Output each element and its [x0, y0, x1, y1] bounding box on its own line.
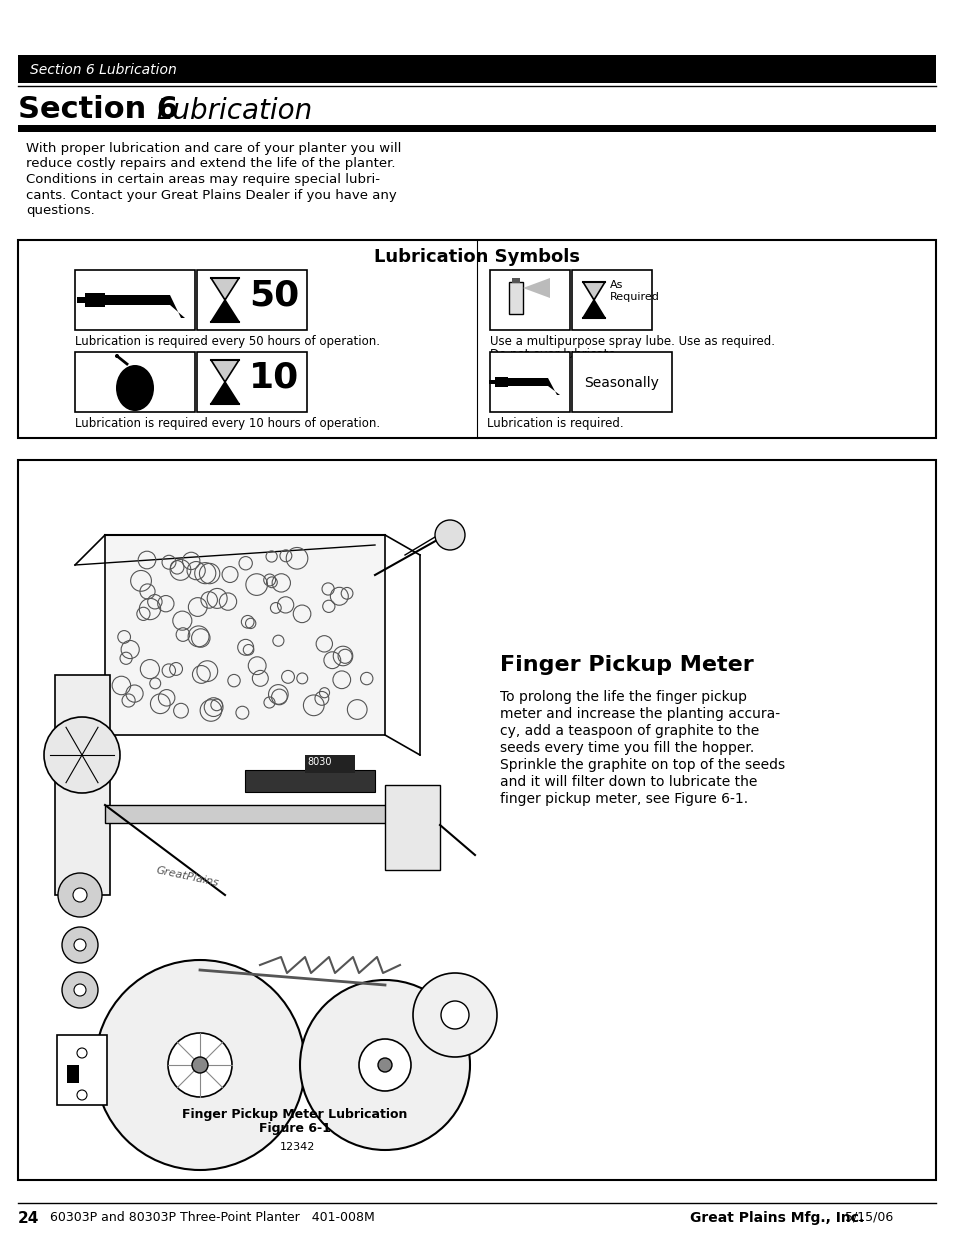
Text: As
Required: As Required: [609, 280, 659, 303]
Text: To prolong the life the finger pickup: To prolong the life the finger pickup: [499, 690, 746, 704]
Text: Finger Pickup Meter: Finger Pickup Meter: [499, 655, 753, 676]
Bar: [75, 352, 194, 412]
Circle shape: [192, 1057, 208, 1073]
Bar: [18, 240, 935, 438]
Text: Seasonally: Seasonally: [584, 375, 659, 390]
Text: Great Plains Mfg., Inc.: Great Plains Mfg., Inc.: [689, 1212, 863, 1225]
Bar: [305, 755, 355, 773]
Circle shape: [44, 718, 120, 793]
Text: 60303P and 80303P Three-Point Planter   401-008M: 60303P and 80303P Three-Point Planter 40…: [50, 1212, 375, 1224]
Circle shape: [74, 939, 86, 951]
Circle shape: [74, 984, 86, 995]
Text: 10: 10: [249, 359, 299, 394]
Text: Section 6 Lubrication: Section 6 Lubrication: [30, 63, 176, 77]
Bar: [57, 1035, 107, 1105]
Bar: [75, 270, 194, 330]
Polygon shape: [211, 382, 239, 404]
Text: Lubrication is required every 50 hours of operation.: Lubrication is required every 50 hours o…: [75, 335, 379, 348]
Text: GreatPlains: GreatPlains: [154, 864, 219, 888]
Circle shape: [413, 973, 497, 1057]
Circle shape: [299, 981, 470, 1150]
Text: and it will filter down to lubricate the: and it will filter down to lubricate the: [499, 776, 757, 789]
Bar: [385, 785, 439, 869]
Text: Figure 6-1: Figure 6-1: [259, 1123, 331, 1135]
Bar: [18, 125, 935, 132]
Circle shape: [95, 960, 305, 1170]
Bar: [196, 270, 307, 330]
Text: Conditions in certain areas may require special lubri-: Conditions in certain areas may require …: [26, 173, 379, 186]
Circle shape: [440, 1002, 469, 1029]
Bar: [495, 377, 507, 387]
Bar: [245, 769, 375, 792]
Text: Use a multipurpose spray lube. Use as required.: Use a multipurpose spray lube. Use as re…: [490, 335, 774, 348]
Circle shape: [377, 1058, 392, 1072]
Bar: [85, 293, 105, 308]
Bar: [490, 270, 569, 330]
Polygon shape: [211, 278, 239, 300]
Polygon shape: [522, 278, 550, 298]
Text: Section 6: Section 6: [18, 95, 178, 124]
Bar: [490, 352, 569, 412]
Polygon shape: [582, 300, 604, 317]
Text: 5/15/06: 5/15/06: [844, 1212, 892, 1224]
Bar: [18, 56, 935, 83]
Circle shape: [435, 520, 464, 550]
Bar: [489, 380, 497, 384]
Bar: [572, 270, 651, 330]
Text: Lubrication Symbols: Lubrication Symbols: [374, 248, 579, 266]
Text: cy, add a teaspoon of graphite to the: cy, add a teaspoon of graphite to the: [499, 724, 759, 739]
Bar: [105, 805, 435, 823]
Circle shape: [62, 927, 98, 963]
Text: Lubrication: Lubrication: [148, 98, 312, 125]
Text: 12342: 12342: [280, 1142, 315, 1152]
Ellipse shape: [116, 366, 153, 411]
Polygon shape: [547, 378, 559, 395]
Text: 24: 24: [18, 1212, 39, 1226]
Text: seeds every time you fill the hopper.: seeds every time you fill the hopper.: [499, 741, 754, 755]
Bar: [509, 282, 522, 314]
Bar: [105, 535, 385, 735]
Bar: [18, 459, 935, 1179]
Text: reduce costly repairs and extend the life of the planter.: reduce costly repairs and extend the lif…: [26, 158, 395, 170]
Circle shape: [358, 1039, 411, 1091]
Text: questions.: questions.: [26, 204, 94, 217]
Circle shape: [73, 888, 87, 902]
Text: Lubrication is required.: Lubrication is required.: [486, 417, 622, 430]
Text: Lubrication is required every 10 hours of operation.: Lubrication is required every 10 hours o…: [75, 417, 379, 430]
Bar: [55, 676, 110, 895]
Text: meter and increase the planting accura-: meter and increase the planting accura-: [499, 706, 780, 721]
Polygon shape: [170, 295, 185, 317]
Circle shape: [62, 972, 98, 1008]
Bar: [77, 296, 87, 303]
Polygon shape: [211, 300, 239, 322]
Text: finger pickup meter, see Figure 6-1.: finger pickup meter, see Figure 6-1.: [499, 792, 747, 806]
Bar: [100, 295, 170, 305]
Circle shape: [115, 354, 119, 358]
Polygon shape: [211, 359, 239, 382]
Bar: [196, 352, 307, 412]
Circle shape: [58, 873, 102, 918]
Bar: [502, 378, 547, 387]
Bar: [572, 352, 671, 412]
Bar: [67, 1065, 79, 1083]
Text: Sprinkle the graphite on top of the seeds: Sprinkle the graphite on top of the seed…: [499, 758, 784, 772]
Polygon shape: [582, 282, 604, 300]
Text: With proper lubrication and care of your planter you will: With proper lubrication and care of your…: [26, 142, 401, 156]
Text: 8030: 8030: [307, 757, 331, 767]
Text: cants. Contact your Great Plains Dealer if you have any: cants. Contact your Great Plains Dealer …: [26, 189, 396, 201]
Text: Finger Pickup Meter Lubrication: Finger Pickup Meter Lubrication: [182, 1108, 407, 1121]
Circle shape: [168, 1032, 232, 1097]
Bar: [512, 278, 519, 283]
Text: Do not over lubricate.: Do not over lubricate.: [490, 348, 618, 361]
Text: 50: 50: [249, 278, 299, 312]
